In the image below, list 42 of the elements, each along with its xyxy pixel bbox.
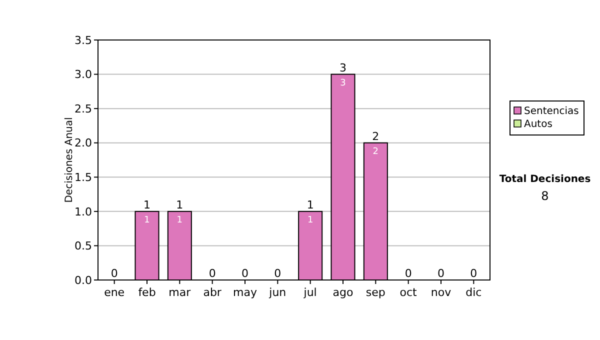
text: Total Decisiones [499, 174, 591, 185]
x-tick-label: nov [430, 286, 452, 299]
total-label: 1 [144, 198, 150, 212]
data-label: 3 [340, 78, 346, 88]
x-tick-label: jul [302, 286, 317, 299]
legend-label: Autos [524, 119, 552, 130]
total-label: 1 [176, 198, 184, 212]
total-label: 0 [404, 267, 412, 280]
x-tick-label: mar [168, 286, 192, 299]
y-tick-label: 2.0 [74, 136, 92, 150]
x-tick-label: jun [268, 286, 286, 299]
y-tick-label: 1.0 [74, 205, 92, 218]
y-tick-label: 0.0 [74, 274, 92, 287]
y-tick-label: 3.0 [74, 68, 92, 82]
total-label: 0 [274, 267, 282, 280]
y-tick-label: 2.5 [74, 102, 92, 116]
x-tick-label: feb [138, 286, 156, 299]
y-tick-label: 3.5 [74, 34, 92, 47]
total-label: 0 [470, 267, 478, 280]
x-tick-label: ago [332, 286, 354, 299]
total-label: 1 [306, 198, 314, 212]
y-axis-title: Decisiones Anual [64, 117, 75, 203]
x-tick-label: sep [366, 286, 386, 299]
x-tick-label: dic [466, 286, 482, 299]
data-label: 1 [144, 215, 150, 226]
data-label: 1 [307, 215, 314, 226]
x-tick-label: may [233, 286, 258, 299]
x-tick-label: oct [400, 286, 418, 299]
total-label: 0 [242, 267, 248, 280]
text: 8 [541, 189, 549, 203]
y-tick-label: 0.5 [74, 240, 92, 253]
total-label: 0 [208, 267, 216, 280]
total-label: 2 [372, 130, 380, 143]
total-label: 0 [438, 267, 444, 280]
y-tick-label: 1.5 [74, 170, 92, 184]
x-tick-label: abr [203, 286, 222, 299]
x-tick-label: ene [104, 286, 125, 299]
total-label: 0 [110, 267, 118, 280]
data-label: 2 [372, 146, 379, 157]
total-label: 3 [340, 61, 346, 74]
data-label: 1 [176, 215, 183, 226]
legend-label: Sentencias [524, 106, 579, 117]
